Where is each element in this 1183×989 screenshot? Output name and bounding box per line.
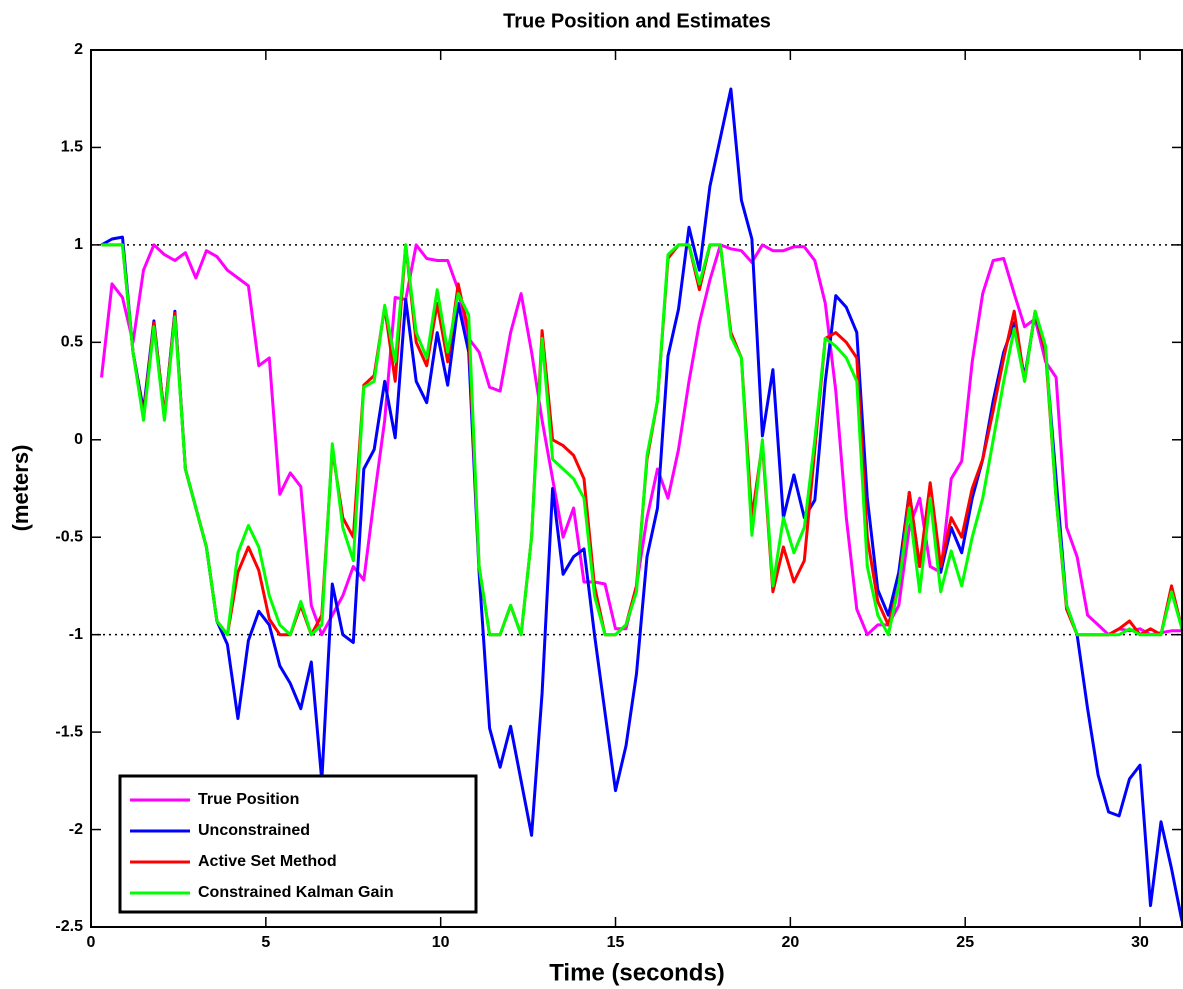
y-tick-label: -2.5 xyxy=(55,918,83,935)
series-line xyxy=(101,243,1183,637)
y-tick-label: -2 xyxy=(69,821,83,838)
plot-frame xyxy=(90,49,1183,928)
legend-label: True Position xyxy=(198,791,299,808)
x-tick-label: 5 xyxy=(261,934,270,951)
y-tick-label: -1 xyxy=(69,626,83,643)
y-tick-label: -0.5 xyxy=(55,528,83,545)
y-tick-label: 1.5 xyxy=(61,139,83,156)
legend-label: Unconstrained xyxy=(198,822,310,839)
x-axis-label: Time (seconds) xyxy=(549,959,725,986)
y-tick-label: 0.5 xyxy=(61,334,83,351)
legend-label: Active Set Method xyxy=(198,853,337,870)
y-tick-label: -1.5 xyxy=(55,723,83,740)
x-tick-label: 0 xyxy=(87,934,96,951)
x-tick-label: 15 xyxy=(607,934,625,951)
legend-label: Constrained Kalman Gain xyxy=(198,884,394,901)
x-tick-label: 30 xyxy=(1131,934,1149,951)
chart-title: True Position and Estimates xyxy=(503,10,771,32)
y-tick-label: 1 xyxy=(74,236,83,253)
y-axis-label: (meters) xyxy=(8,445,33,532)
x-tick-label: 25 xyxy=(956,934,974,951)
y-tick-label: 2 xyxy=(74,41,83,58)
y-tick-label: 0 xyxy=(74,431,83,448)
series-line xyxy=(100,243,1182,637)
x-tick-label: 20 xyxy=(781,934,799,951)
x-tick-label: 10 xyxy=(432,934,450,951)
